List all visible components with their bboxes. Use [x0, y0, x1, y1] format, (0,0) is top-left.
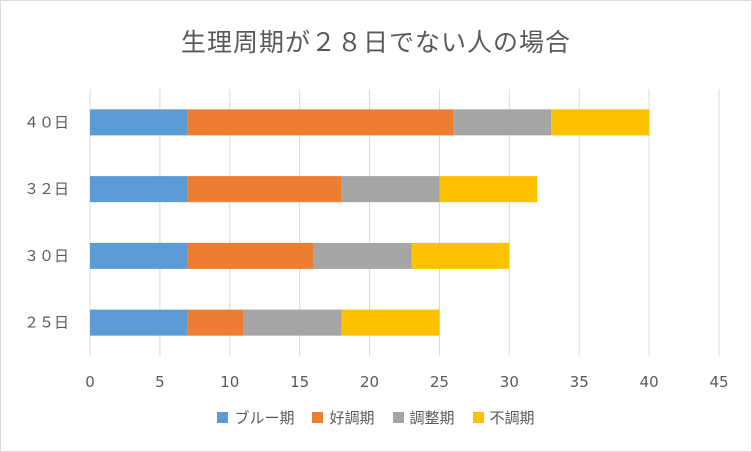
y-tick-label: ２５日	[24, 314, 69, 332]
bar-segment	[439, 176, 538, 203]
y-tick-label: ３０日	[24, 247, 69, 265]
x-tick-label: 45	[709, 373, 728, 391]
legend-label: 調整期	[409, 409, 455, 427]
legend-swatch	[472, 412, 484, 423]
bar-segment	[90, 242, 188, 269]
bar-segment	[187, 109, 454, 136]
bar-segment	[187, 176, 342, 203]
y-tick-label: ３２日	[24, 180, 69, 198]
bar-segment	[243, 309, 342, 336]
legend-swatch	[217, 412, 229, 423]
legend-item: 調整期	[392, 407, 455, 428]
bar-segment	[313, 242, 412, 269]
bar-segment	[341, 309, 440, 336]
y-tick-label: ４０日	[24, 113, 69, 131]
bar-segment	[187, 242, 314, 269]
x-tick-label: 5	[155, 373, 165, 391]
legend-item: 不調期	[472, 407, 535, 428]
x-tick-label: 40	[640, 373, 659, 391]
x-tick-label: 0	[85, 373, 95, 391]
bar-segment	[90, 109, 188, 136]
legend: ブルー期 好調期 調整期 不調期	[1, 407, 751, 428]
bar-segment	[551, 109, 650, 136]
legend-item: ブルー期	[217, 407, 294, 428]
x-tick-label: 10	[220, 373, 239, 391]
bar-segment	[453, 109, 552, 136]
bar-segment	[187, 309, 244, 336]
legend-item: 好調期	[312, 407, 375, 428]
legend-swatch	[392, 412, 404, 423]
chart-title: 生理周期が２８日でない人の場合	[180, 28, 571, 57]
x-tick-label: 35	[570, 373, 589, 391]
bar-segment	[90, 176, 188, 203]
legend-label: 好調期	[329, 409, 375, 427]
bar-segment	[90, 309, 188, 336]
plot-area: 0 5 10 15 20 25 30 35 40 45 ２５日 ３０日 ３２日 ４０日	[24, 89, 729, 391]
x-tick-label: 30	[500, 373, 519, 391]
bar-segment	[411, 242, 510, 269]
x-tick-label: 15	[290, 373, 309, 391]
x-tick-label: 25	[430, 373, 449, 391]
bar-segment	[341, 176, 440, 203]
legend-swatch	[312, 412, 324, 423]
x-tick-label: 20	[360, 373, 379, 391]
legend-label: 不調期	[489, 409, 535, 427]
legend-label: ブルー期	[234, 409, 295, 427]
